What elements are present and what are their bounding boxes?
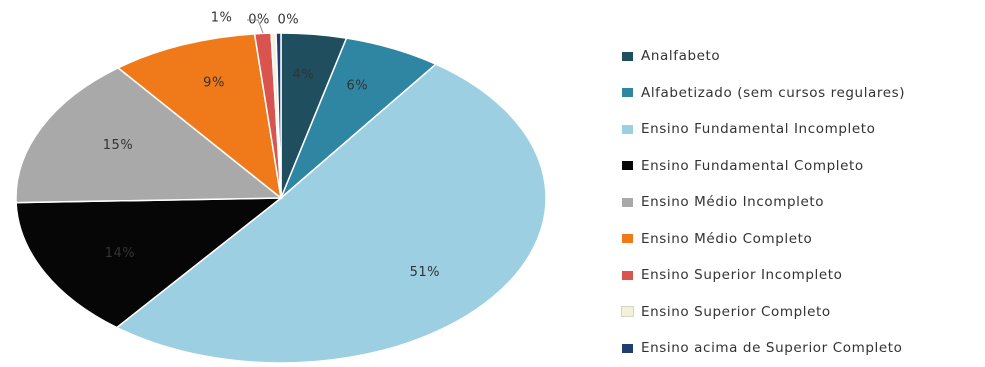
pie-data-label-4: 14%: [105, 246, 135, 261]
legend-label: Analfabeto: [641, 48, 721, 65]
legend-swatch: [622, 88, 633, 98]
pie-data-label-9: 0%: [278, 12, 300, 27]
pie-data-label-8: 0%: [248, 12, 270, 27]
legend-label: Ensino Superior Incompleto: [641, 267, 843, 284]
pie-slice-4: [15, 197, 284, 329]
pie-slice-6: [116, 33, 283, 200]
pie-data-label-7: 1%: [211, 11, 233, 26]
pie-data-labels: 4% 6% 51% 14% 15% 9% 1% 0% 0%: [103, 11, 440, 280]
pie-slices: [15, 32, 547, 364]
legend-label: Ensino Médio Incompleto: [641, 194, 825, 211]
legend-item-1: Analfabeto: [622, 38, 982, 75]
legend-item-4: Ensino Fundamental Completo: [622, 148, 982, 185]
legend-label: Ensino Médio Completo: [641, 230, 813, 247]
legend-swatch: [622, 270, 633, 280]
legend-swatch: [622, 343, 633, 353]
legend-item-5: Ensino Médio Incompleto: [622, 184, 982, 221]
pie-data-label-6: 9%: [203, 76, 225, 91]
pie-data-label-1: 4%: [293, 68, 315, 83]
legend-swatch: [622, 161, 633, 171]
chart-legend: Analfabeto Alfabetizado (sem cursos regul…: [621, 38, 982, 367]
legend-item-2: Alfabetizado (sem cursos regulares): [622, 75, 982, 112]
legend-item-6: Ensino Médio Completo: [622, 221, 982, 258]
legend-item-7: Ensino Superior Incompleto: [622, 257, 982, 294]
legend-swatch: [622, 197, 633, 207]
legend-label: Ensino Superior Completo: [641, 303, 831, 320]
pie-slice-5: [15, 66, 284, 204]
legend-swatch: [622, 51, 633, 61]
legend-label: Ensino acima de Superior Completo: [641, 340, 903, 357]
legend-swatch: [621, 306, 634, 318]
legend-item-8: Ensino Superior Completo: [621, 294, 982, 331]
legend-label: Alfabetizado (sem cursos regulares): [641, 84, 906, 101]
legend-item-9: Ensino acima de Superior Completo: [622, 330, 982, 367]
leader-line: [247, 19, 264, 34]
legend-swatch: [622, 124, 633, 134]
legend-label: Ensino Fundamental Completo: [641, 157, 864, 174]
pie-data-label-3: 51%: [410, 265, 440, 280]
pie-data-label-2: 6%: [346, 78, 368, 93]
pie-slice-3: [115, 63, 547, 364]
legend-label: Ensino Fundamental Incompleto: [641, 121, 876, 138]
legend-swatch: [622, 234, 633, 244]
legend-item-3: Ensino Fundamental Incompleto: [622, 111, 982, 148]
pie-slice-9: [275, 32, 282, 199]
pie-data-label-5: 15%: [103, 138, 133, 153]
